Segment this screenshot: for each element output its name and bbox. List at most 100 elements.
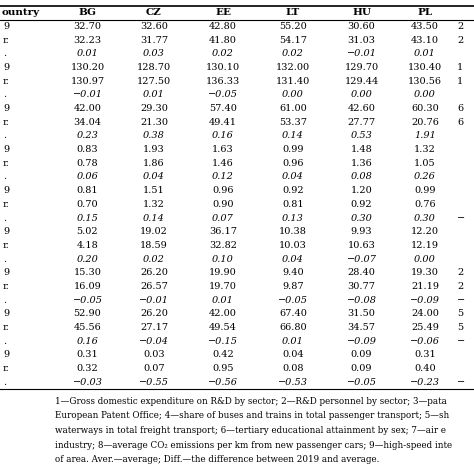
Text: 0.81: 0.81: [282, 200, 304, 209]
Text: 0.23: 0.23: [77, 131, 99, 140]
Text: 0.04: 0.04: [143, 173, 165, 182]
Text: 0.01: 0.01: [282, 337, 304, 346]
Text: 49.54: 49.54: [209, 323, 237, 332]
Text: 0.06: 0.06: [77, 173, 99, 182]
Text: 0.00: 0.00: [414, 91, 436, 100]
Text: 1.63: 1.63: [212, 145, 234, 154]
Text: .: .: [3, 49, 6, 58]
Text: 34.57: 34.57: [347, 323, 375, 332]
Text: −0.05: −0.05: [73, 296, 102, 305]
Text: 31.50: 31.50: [347, 309, 375, 318]
Text: 0.00: 0.00: [414, 255, 436, 264]
Text: 26.20: 26.20: [140, 309, 168, 318]
Text: 9: 9: [3, 104, 9, 113]
Text: −0.23: −0.23: [410, 378, 440, 387]
Text: 9: 9: [3, 63, 9, 72]
Text: 1.46: 1.46: [212, 159, 234, 168]
Text: 45.56: 45.56: [73, 323, 101, 332]
Text: 0.00: 0.00: [282, 91, 304, 100]
Text: .: .: [3, 337, 6, 346]
Text: .: .: [3, 131, 6, 140]
Text: 31.77: 31.77: [140, 36, 168, 45]
Text: 0.31: 0.31: [414, 350, 436, 359]
Text: 9: 9: [3, 350, 9, 359]
Text: −: −: [457, 296, 465, 305]
Text: .: .: [3, 213, 6, 222]
Text: 130.10: 130.10: [206, 63, 240, 72]
Text: 132.00: 132.00: [276, 63, 310, 72]
Text: 54.17: 54.17: [279, 36, 307, 45]
Text: 0.13: 0.13: [282, 213, 304, 222]
Text: 5: 5: [457, 309, 463, 318]
Text: 0.15: 0.15: [77, 213, 99, 222]
Text: 16.09: 16.09: [73, 282, 101, 291]
Text: 34.04: 34.04: [73, 118, 101, 127]
Text: −0.09: −0.09: [346, 337, 376, 346]
Text: .: .: [3, 91, 6, 100]
Text: r.: r.: [3, 159, 10, 168]
Text: 0.81: 0.81: [77, 186, 98, 195]
Text: 0.99: 0.99: [282, 145, 304, 154]
Text: 0.14: 0.14: [282, 131, 304, 140]
Text: 0.00: 0.00: [351, 91, 373, 100]
Text: 32.60: 32.60: [140, 22, 168, 31]
Text: 19.02: 19.02: [140, 227, 168, 236]
Text: 0.02: 0.02: [212, 49, 234, 58]
Text: 0.78: 0.78: [77, 159, 98, 168]
Text: 42.60: 42.60: [347, 104, 375, 113]
Text: 26.57: 26.57: [140, 282, 168, 291]
Text: 0.04: 0.04: [282, 350, 304, 359]
Text: 0.12: 0.12: [212, 173, 234, 182]
Text: 0.90: 0.90: [212, 200, 234, 209]
Text: 0.03: 0.03: [143, 49, 165, 58]
Text: 9.87: 9.87: [282, 282, 304, 291]
Text: 18.59: 18.59: [140, 241, 168, 250]
Text: 9: 9: [3, 268, 9, 277]
Text: 19.30: 19.30: [411, 268, 439, 277]
Text: waterways in total freight transport; 6—tertiary educational attainment by sex; : waterways in total freight transport; 6—…: [55, 426, 446, 435]
Text: 1.05: 1.05: [414, 159, 436, 168]
Text: 30.77: 30.77: [347, 282, 375, 291]
Text: 9: 9: [3, 145, 9, 154]
Text: 129.70: 129.70: [345, 63, 379, 72]
Text: 0.26: 0.26: [414, 173, 436, 182]
Text: 43.50: 43.50: [411, 22, 439, 31]
Text: −0.55: −0.55: [139, 378, 169, 387]
Text: of area. Aver.—average; Diff.—the difference between 2019 and average.: of area. Aver.—average; Diff.—the differ…: [55, 455, 379, 464]
Text: 32.82: 32.82: [209, 241, 237, 250]
Text: r.: r.: [3, 36, 10, 45]
Text: 9.93: 9.93: [351, 227, 372, 236]
Text: −0.05: −0.05: [278, 296, 308, 305]
Text: −0.09: −0.09: [410, 296, 440, 305]
Text: r.: r.: [3, 364, 10, 373]
Text: r.: r.: [3, 323, 10, 332]
Text: 130.97: 130.97: [71, 77, 105, 86]
Text: 0.30: 0.30: [414, 213, 436, 222]
Text: 55.20: 55.20: [279, 22, 307, 31]
Text: 9: 9: [3, 186, 9, 195]
Text: 49.41: 49.41: [209, 118, 237, 127]
Text: 42.00: 42.00: [73, 104, 101, 113]
Text: 0.92: 0.92: [282, 186, 304, 195]
Text: 1—Gross domestic expenditure on R&D by sector; 2—R&D personnel by sector; 3—pata: 1—Gross domestic expenditure on R&D by s…: [55, 397, 447, 406]
Text: −0.05: −0.05: [346, 378, 376, 387]
Text: 1.32: 1.32: [143, 200, 165, 209]
Text: 0.16: 0.16: [77, 337, 99, 346]
Text: 1.91: 1.91: [414, 131, 436, 140]
Text: 0.99: 0.99: [414, 186, 436, 195]
Text: 0.01: 0.01: [77, 49, 99, 58]
Text: 9: 9: [3, 227, 9, 236]
Text: r.: r.: [3, 118, 10, 127]
Text: 27.77: 27.77: [347, 118, 375, 127]
Text: 19.90: 19.90: [209, 268, 237, 277]
Text: 0.76: 0.76: [414, 200, 436, 209]
Text: 1.48: 1.48: [351, 145, 373, 154]
Text: r.: r.: [3, 241, 10, 250]
Text: BG: BG: [79, 9, 97, 18]
Text: 67.40: 67.40: [279, 309, 307, 318]
Text: 0.07: 0.07: [143, 364, 165, 373]
Text: 41.80: 41.80: [209, 36, 237, 45]
Text: −0.01: −0.01: [346, 49, 376, 58]
Text: 30.60: 30.60: [347, 22, 375, 31]
Text: 19.70: 19.70: [209, 282, 237, 291]
